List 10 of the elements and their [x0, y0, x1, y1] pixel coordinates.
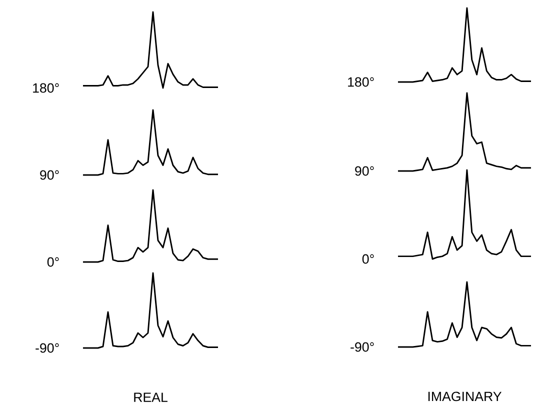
series-label: -90°: [36, 343, 59, 353]
series-label: 90°: [355, 166, 374, 176]
x-axis-title: REAL: [134, 392, 168, 402]
series-label: 0°: [362, 254, 374, 264]
x-axis-title: IMAGINARY: [428, 392, 502, 402]
series-label: 180°: [33, 83, 59, 93]
series-label: 0°: [47, 257, 59, 267]
series-label: -90°: [350, 342, 374, 352]
series-label: 90°: [40, 170, 59, 180]
series-label: 180°: [348, 77, 374, 87]
